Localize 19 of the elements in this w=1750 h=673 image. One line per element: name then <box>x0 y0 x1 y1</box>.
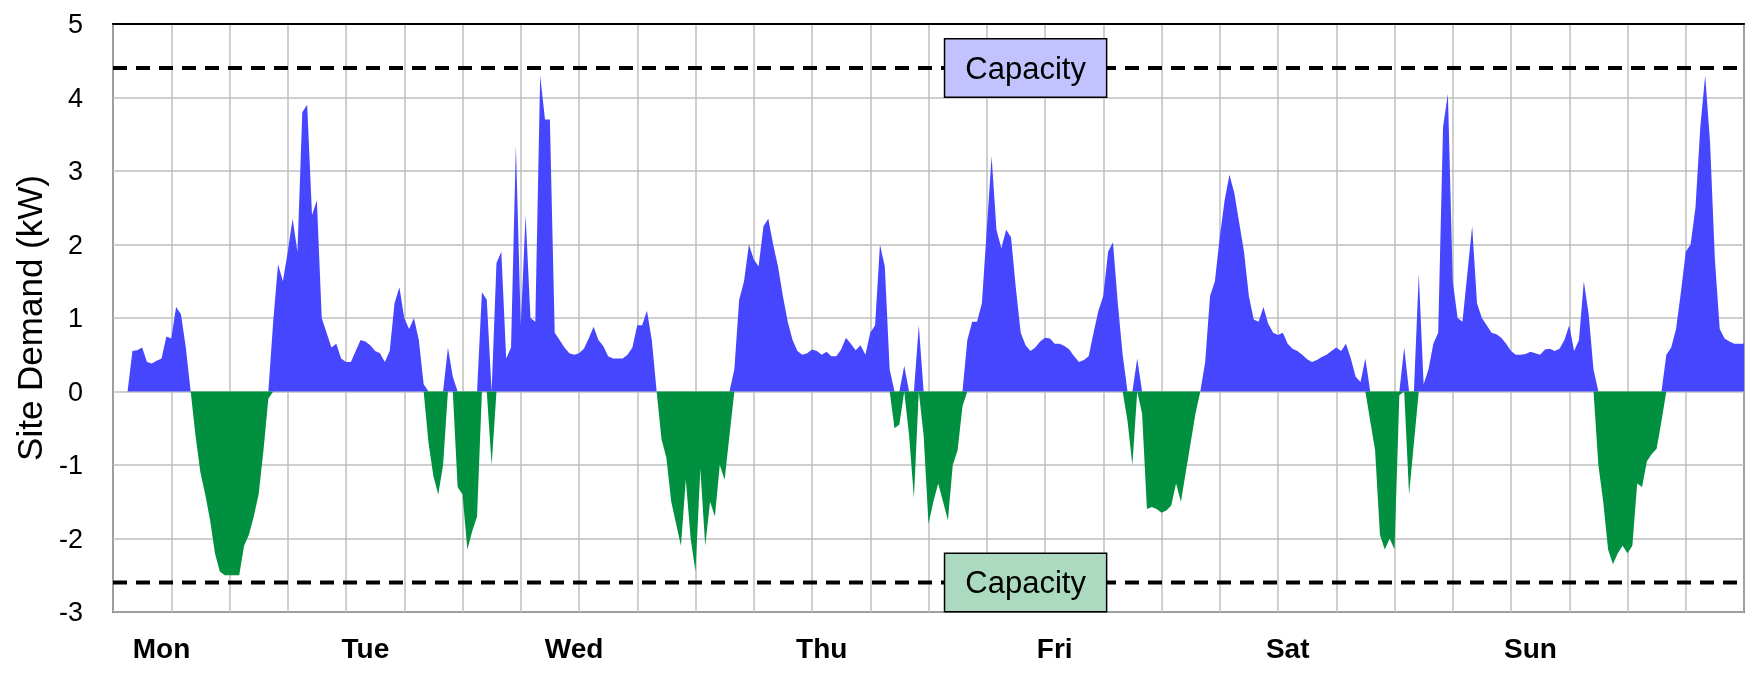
x-tick-label: Mon <box>132 632 191 664</box>
y-tick-label: -2 <box>58 523 83 554</box>
ref-line-label: Capacity <box>965 50 1087 86</box>
y-axis-title: Site Demand (kW) <box>10 175 49 461</box>
x-tick-label: Sun <box>1503 632 1557 664</box>
y-tick-label: -3 <box>58 597 83 627</box>
x-tick-label: Thu <box>796 632 848 664</box>
x-tick-label: Tue <box>341 632 390 664</box>
y-tick-label: 5 <box>67 9 83 39</box>
x-tick-label: Sat <box>1265 632 1310 664</box>
x-tick-label: Wed <box>544 632 604 664</box>
y-tick-label: -1 <box>58 450 83 480</box>
y-tick-label: 0 <box>67 376 83 407</box>
y-tick-label: 4 <box>67 82 83 113</box>
y-tick-label: 3 <box>67 156 83 186</box>
ref-line-label: Capacity <box>965 565 1087 601</box>
x-tick-label: Fri <box>1036 632 1073 664</box>
y-tick-label: 2 <box>67 229 83 260</box>
y-tick-label: 1 <box>67 303 83 333</box>
